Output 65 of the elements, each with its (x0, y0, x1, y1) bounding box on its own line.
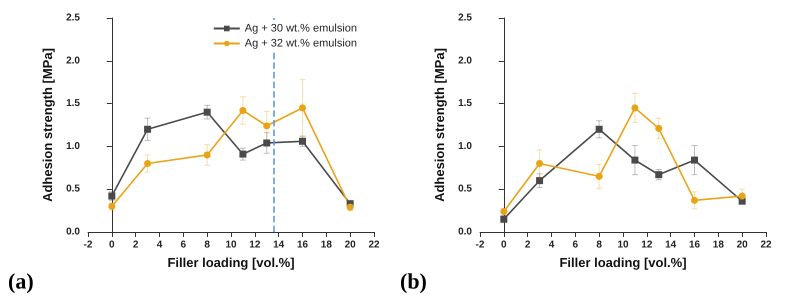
point (691, 156, 698, 164)
x-tick-label: 14 (273, 240, 285, 250)
x-tick-label: 2 (132, 240, 139, 250)
x-tick-label: -2 (476, 240, 485, 250)
x-tick-label: 4 (548, 240, 555, 250)
x-tick-label: 8 (596, 240, 602, 250)
x-tick-label: 6 (180, 240, 187, 250)
point (596, 126, 603, 133)
x-tick-label: 4 (156, 240, 163, 250)
point (536, 160, 544, 168)
x-tick-label: 10 (225, 240, 237, 250)
text: (b) (400, 268, 427, 294)
x-tick-label: 6 (572, 240, 579, 250)
y-tick-label: 0.5 (458, 184, 472, 195)
y-tick-label: 2.5 (66, 12, 80, 24)
x-tick-label: -2 (84, 240, 93, 250)
x-tick-label: 18 (712, 240, 724, 250)
point (144, 126, 152, 133)
x-tick-label: 14 (665, 240, 677, 250)
y-tick-label: 2.5 (458, 12, 472, 24)
x-tick-label: 2 (524, 240, 531, 250)
text: (a) (8, 268, 34, 294)
point (596, 172, 603, 180)
y-tick-label: 0.5 (66, 184, 80, 195)
x-tick-label: 8 (204, 240, 210, 250)
point (263, 122, 270, 130)
x-axis-title: Filler loading [vol.%] (559, 255, 687, 270)
y-axis-title: Adhesion strength [MPa] (40, 48, 55, 202)
x-tick-label: 12 (641, 240, 653, 250)
point (144, 160, 152, 168)
point (655, 171, 662, 178)
y-tick-label: 2.0 (66, 55, 80, 66)
y-tick-label: 1.5 (458, 98, 472, 110)
x-axis-title: Filler loading [vol.%] (167, 255, 295, 270)
x-tick-label: 22 (368, 240, 380, 250)
x-tick-label: 20 (344, 240, 356, 250)
x-tick-label: 16 (296, 240, 308, 250)
x-tick-label: 16 (688, 240, 700, 250)
x-tick-label: 0 (501, 240, 508, 250)
x-tick-label: 12 (249, 240, 261, 250)
y-tick-label: 1.0 (66, 140, 80, 152)
y-axis-title: Adhesion strength [MPa] (432, 48, 447, 202)
point (631, 156, 638, 164)
y-tick-label: 1.5 (66, 98, 80, 110)
point (631, 104, 638, 112)
y-tick-label: 2.0 (458, 55, 472, 66)
point (299, 104, 306, 112)
x-tick-label: 20 (736, 240, 748, 250)
x-tick-label: 10 (617, 240, 629, 250)
point (204, 108, 211, 116)
point (691, 196, 698, 204)
point (655, 124, 662, 132)
point (738, 192, 746, 200)
x-tick-label: 18 (320, 240, 332, 250)
y-tick-label: 0.0 (66, 226, 80, 238)
point (204, 151, 211, 158)
y-tick-label: 0.0 (458, 226, 472, 238)
point (263, 139, 270, 146)
point (239, 150, 246, 158)
x-tick-label: 0 (109, 240, 116, 250)
legend-label: Ag + 30 wt.% emulsion (244, 22, 358, 34)
point (239, 106, 246, 114)
legend-label: Ag + 32 wt.% emulsion (244, 38, 358, 50)
x-tick-label: 22 (760, 240, 772, 250)
y-tick-label: 1.0 (458, 140, 472, 152)
